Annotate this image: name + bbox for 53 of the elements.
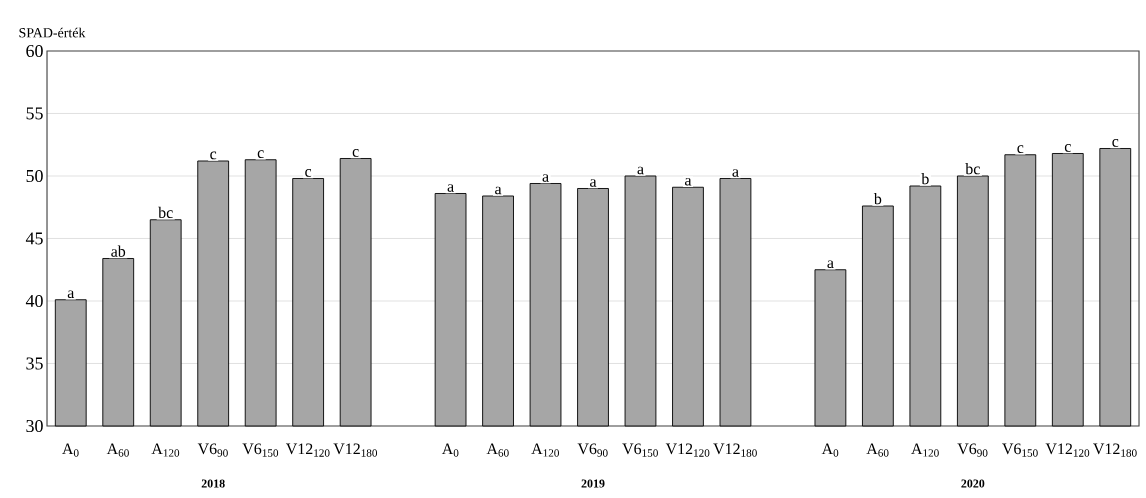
y-tick-label: 50: [26, 169, 43, 183]
x-tick-label: V6$_{150}$: [1002, 443, 1038, 457]
y-tick-label: 55: [26, 107, 43, 120]
text: 2020: [961, 479, 985, 488]
x-tick-label: V6$_{90}$: [957, 443, 988, 457]
y-tick-label: 60: [26, 44, 43, 58]
x-tick-label: A$_{60}$: [106, 443, 129, 457]
data-label: c: [257, 150, 264, 159]
x-tick-label: A$_{60}$: [866, 443, 889, 457]
data-label: a: [637, 166, 644, 175]
y-tick-label: 30: [26, 419, 43, 433]
x-tick-label: V6$_{90}$: [577, 443, 608, 457]
x-tick-label: V12$_{120}$: [285, 443, 330, 457]
y-tick-label: 45: [25, 232, 43, 245]
x-tick-label: V6$_{90}$: [197, 443, 228, 457]
x-tick-label: A$_{120}$: [151, 443, 180, 457]
y-axis-title: SPAD-érték: [19, 27, 86, 38]
data-label: a: [827, 260, 834, 269]
data-label: c: [305, 169, 312, 177]
data-label: c: [1017, 145, 1024, 154]
data-label: a: [684, 177, 692, 186]
x-tick-label: A$_{0}$: [62, 443, 79, 457]
data-label: c: [1112, 139, 1119, 147]
x-tick-label: V12$_{180}$: [713, 443, 757, 457]
x-tick-label: A$_{120}$: [531, 443, 559, 457]
data-label: bc: [158, 206, 173, 219]
data-label: c: [1064, 144, 1071, 152]
data-label: a: [447, 184, 454, 192]
x-tick-label: V12$_{180}$: [333, 443, 378, 457]
y-tick-label: 40: [25, 294, 43, 308]
data-label: b: [921, 173, 929, 185]
x-tick-label: A$_{0}$: [441, 443, 459, 457]
data-label: ab: [111, 245, 126, 257]
x-tick-label: A$_{0}$: [821, 443, 839, 457]
data-label: a: [732, 169, 739, 177]
data-label: a: [67, 290, 75, 299]
data-label: c: [352, 149, 359, 157]
data-label: a: [542, 174, 549, 182]
x-tick-label: V12$_{180}$: [1093, 443, 1137, 457]
x-tick-label: V6$_{150}$: [242, 443, 279, 457]
x-tick-label: V12$_{120}$: [665, 443, 710, 457]
x-tick-label: A$_{60}$: [486, 443, 509, 457]
text: 2018: [201, 479, 225, 488]
data-label: a: [590, 179, 597, 187]
data-label: b: [873, 193, 882, 205]
data-label: a: [495, 186, 502, 195]
x-tick-label: V6$_{150}$: [622, 443, 658, 457]
x-tick-label: A$_{120}$: [911, 443, 939, 457]
data-label: bc: [965, 163, 980, 175]
y-tick-label: 35: [26, 357, 43, 370]
x-tick-label: V12$_{120}$: [1045, 443, 1090, 457]
text: 2019: [581, 479, 605, 488]
data-label: c: [210, 151, 217, 160]
